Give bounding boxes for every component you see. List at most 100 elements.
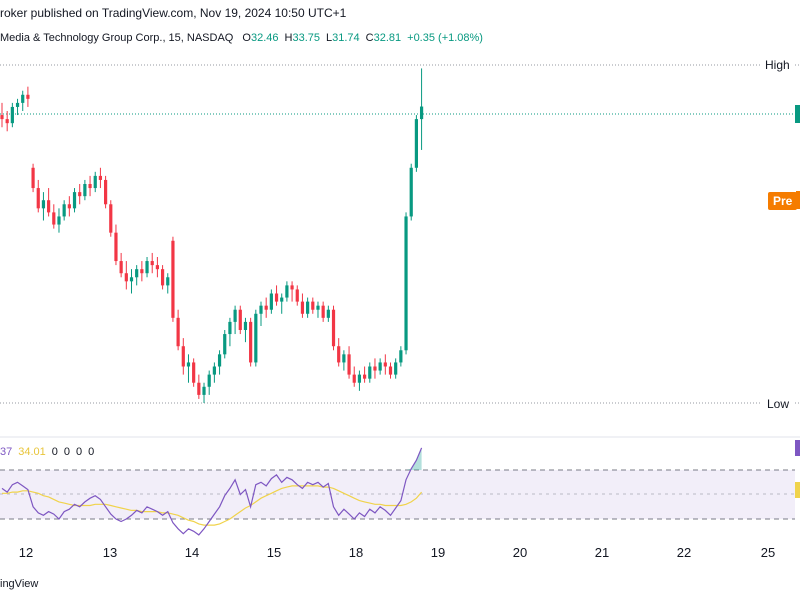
candle-body [52, 212, 56, 225]
candle-body [295, 289, 299, 302]
candle-body [378, 362, 382, 371]
candle-body [368, 366, 372, 379]
candle-body [181, 346, 185, 367]
published-by-text: roker published on TradingView.com, Nov … [0, 6, 347, 20]
candle-body [93, 175, 97, 189]
candle-body [342, 354, 346, 363]
candle-body [171, 240, 175, 318]
candle-body [290, 285, 294, 290]
candle-body [383, 362, 387, 367]
rsi-zero-3: 0 [76, 446, 83, 458]
candle-body [274, 293, 279, 302]
rsi-overbought-fill [406, 447, 422, 470]
candle-body [166, 277, 170, 286]
low-price-tag: Low [762, 395, 795, 413]
rsi-legend: 37 34.01 0 0 0 0 [0, 446, 100, 458]
candle-body [202, 386, 206, 395]
candle-body [129, 277, 134, 282]
candle-body [409, 167, 413, 217]
x-tick: 12 [18, 545, 34, 560]
candle-body [337, 346, 341, 363]
high-label: H [284, 32, 293, 44]
pre-market-tag: Pre [768, 192, 798, 210]
candle-body [140, 269, 144, 274]
change-value: +0.35 (+1.08%) [407, 32, 483, 44]
candle-body [269, 293, 273, 310]
tradingview-brand: ingView [0, 578, 39, 590]
candle-body [21, 94, 25, 103]
candle-body [363, 374, 367, 379]
candle-body [26, 94, 30, 99]
symbol-name: Media & Technology Group Corp., 15, NASD… [0, 32, 234, 44]
x-tick: 20 [512, 545, 528, 560]
x-tick: 25 [760, 545, 776, 560]
candle-body [388, 366, 393, 375]
candle-body [419, 106, 424, 120]
candle-body [280, 297, 284, 302]
x-tick: 22 [676, 545, 692, 560]
candle-body [233, 309, 237, 322]
high-value: 33.75 [292, 32, 320, 44]
candle-body [36, 188, 40, 209]
candle-body [212, 366, 216, 375]
candle-body [311, 301, 315, 310]
candle-body [109, 204, 113, 233]
low-label: L [326, 32, 333, 44]
candle-body [10, 106, 14, 124]
candle-body [192, 362, 196, 383]
candle-body [160, 269, 165, 286]
rsi-zero-2: 0 [63, 446, 71, 458]
candle-body [326, 309, 330, 318]
pre-edge-marker [796, 191, 800, 209]
x-tick: 19 [430, 545, 446, 560]
candle-body [254, 313, 258, 363]
candle-body [88, 184, 92, 189]
candle-body [306, 301, 310, 314]
x-tick: 21 [594, 545, 610, 560]
candle-body [15, 102, 20, 107]
candle-body [124, 273, 128, 282]
candle-body [197, 382, 201, 395]
candle-body [104, 179, 108, 205]
last-price-marker [795, 105, 800, 123]
candle-body [321, 305, 325, 318]
candle-body [114, 232, 118, 262]
candle-body [238, 309, 242, 330]
candles-group [0, 68, 424, 403]
candle-body [41, 200, 46, 209]
candle-body [207, 374, 211, 387]
candle-body [78, 192, 82, 197]
candle-body [186, 362, 191, 367]
candle-body [57, 216, 61, 225]
x-tick: 14 [184, 545, 200, 560]
candle-body [217, 354, 222, 367]
rsi-zero-4: 0 [88, 446, 95, 458]
candle-body [228, 321, 232, 335]
candle-body [373, 366, 377, 371]
open-label: O [242, 32, 251, 44]
candle-body [62, 204, 66, 217]
low-value: 31.74 [332, 32, 360, 44]
candle-body [83, 184, 87, 197]
candle-body [243, 321, 248, 330]
candle-body [135, 269, 139, 278]
candle-body [404, 216, 408, 351]
candle-body [259, 305, 263, 314]
x-tick: 18 [348, 545, 364, 560]
rsi-line [1, 447, 423, 536]
candle-body [399, 350, 403, 363]
candle-body [357, 374, 362, 383]
rsi-pane [0, 436, 800, 536]
candle-body [47, 200, 51, 213]
candle-body [316, 305, 320, 310]
candle-body [331, 309, 336, 347]
candle-body [300, 301, 305, 314]
candle-body [249, 321, 253, 363]
candle-body [150, 261, 154, 266]
rsi-value-marker [795, 440, 800, 456]
rsi-zero-1: 0 [51, 446, 58, 458]
candle-body [264, 305, 268, 310]
candle-body [352, 374, 356, 383]
candle-body [31, 167, 35, 189]
